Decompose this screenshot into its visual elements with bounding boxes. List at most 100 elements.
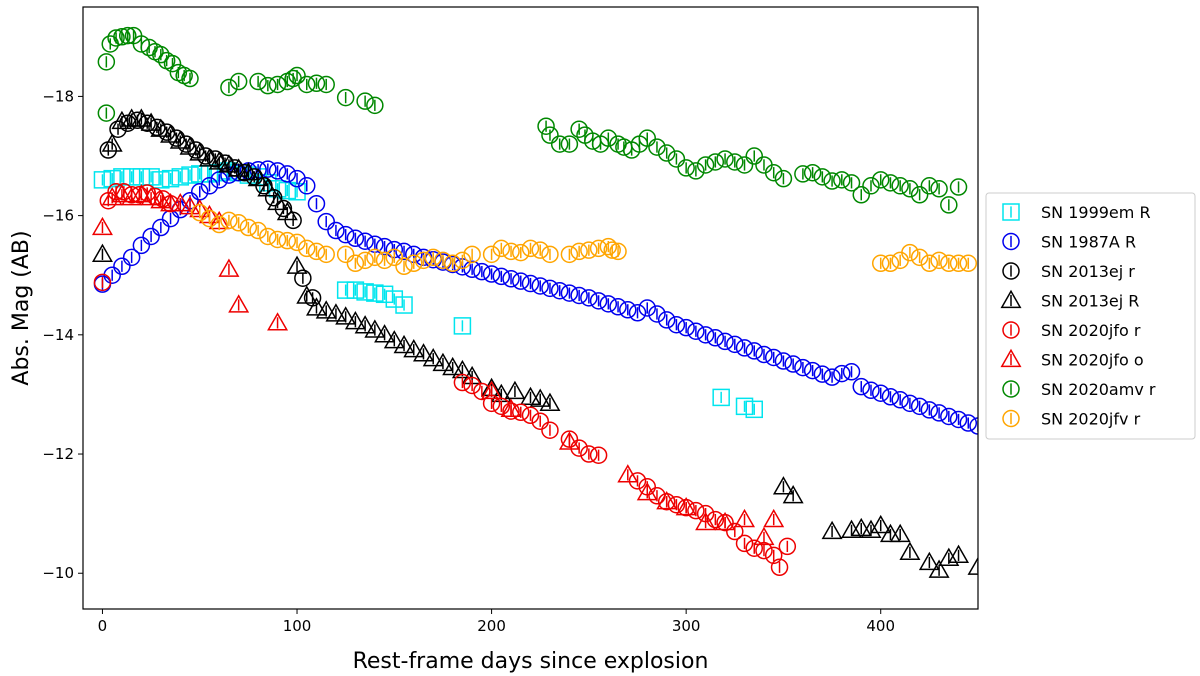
data-point (190, 203, 209, 222)
data-point (716, 332, 734, 351)
data-point (113, 257, 131, 276)
legend-marker (1002, 262, 1020, 280)
legend-item: SN 2013ej r (1002, 262, 1135, 281)
data-point (589, 292, 608, 310)
data-point (821, 520, 843, 540)
data-point (726, 153, 744, 171)
data-point (492, 239, 511, 258)
data-point (871, 254, 890, 273)
data-point (930, 180, 948, 198)
data-point (278, 231, 297, 250)
legend-marker (1002, 203, 1020, 221)
y-tick-label: −16 (42, 207, 74, 225)
data-point (833, 364, 851, 383)
data-point (179, 136, 201, 155)
data-point (91, 216, 113, 236)
data-point (375, 237, 394, 256)
data-point (675, 496, 697, 516)
data-point (774, 169, 793, 188)
data-point (142, 227, 160, 246)
data-point (714, 511, 736, 531)
series-sn-2020jfv-r (190, 203, 978, 276)
data-point (920, 254, 939, 273)
data-point (803, 163, 822, 182)
data-point (132, 236, 151, 255)
data-point (712, 388, 730, 407)
data-point (901, 180, 919, 198)
data-point (920, 177, 939, 195)
legend-marker (1000, 289, 1022, 309)
legend-label: SN 2013ej R (1041, 292, 1139, 311)
data-point (336, 225, 355, 244)
data-point (881, 388, 900, 406)
x-tick-label: 200 (477, 617, 506, 635)
data-point (504, 380, 526, 400)
data-point (910, 186, 929, 204)
data-point (687, 162, 705, 180)
data-point (152, 218, 170, 237)
data-point (755, 156, 773, 174)
data-point (97, 53, 116, 71)
plot-frame (82, 6, 979, 610)
x-tick-label: 400 (866, 617, 895, 635)
data-point (317, 245, 335, 264)
data-point (706, 329, 725, 347)
data-point (609, 242, 627, 261)
legend-label: SN 1999em R (1041, 203, 1151, 222)
data-point (453, 251, 472, 270)
legend-item: SN 2020jfo o (1000, 348, 1144, 370)
data-point (772, 476, 794, 495)
data-point (537, 117, 555, 135)
data-point (512, 243, 530, 262)
data-point (763, 508, 785, 528)
data-point (414, 251, 433, 270)
data-point (443, 254, 462, 273)
data-point (327, 221, 345, 240)
data-point (580, 445, 598, 463)
data-point (249, 221, 267, 240)
data-point (208, 151, 230, 170)
data-point (354, 315, 376, 334)
data-point (259, 160, 277, 178)
data-point (366, 284, 384, 302)
data-point (403, 339, 425, 358)
data-point (181, 166, 199, 184)
data-point (228, 294, 250, 313)
data-point (119, 26, 137, 45)
data-point (770, 558, 789, 577)
x-tick-label: 0 (98, 617, 108, 635)
data-point (889, 523, 911, 543)
data-point (726, 522, 744, 541)
data-point (531, 412, 549, 430)
data-point (687, 322, 705, 340)
data-point (745, 400, 763, 419)
data-point (755, 345, 773, 364)
data-point (784, 355, 802, 373)
data-point (463, 245, 481, 264)
data-point (278, 165, 297, 183)
data-point (473, 262, 491, 281)
data-point (560, 135, 579, 153)
data-point (160, 124, 182, 143)
data-point (442, 356, 464, 376)
data-point (842, 363, 861, 381)
data-point (346, 229, 365, 248)
data-point (870, 514, 892, 534)
data-point (161, 169, 180, 188)
data-point (198, 148, 220, 167)
data-point (356, 232, 374, 250)
data-point (735, 156, 754, 174)
data-point (298, 75, 316, 94)
data-point (833, 171, 851, 189)
data-point (529, 388, 551, 407)
data-point (257, 178, 279, 197)
data-point (541, 126, 559, 144)
data-point (667, 315, 686, 334)
data-point (570, 439, 588, 457)
data-point (891, 391, 909, 409)
data-point (385, 290, 404, 308)
data-point (823, 368, 841, 386)
data-point (803, 361, 822, 380)
data-point (374, 324, 396, 343)
data-point (735, 534, 754, 553)
